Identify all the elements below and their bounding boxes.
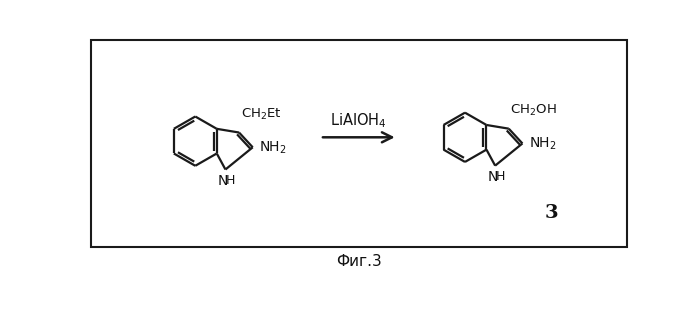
Text: CH$_2$Et: CH$_2$Et [241, 107, 281, 122]
Text: Фиг.3: Фиг.3 [336, 254, 382, 269]
Text: NH$_2$: NH$_2$ [259, 139, 286, 156]
Text: N: N [218, 174, 228, 188]
Text: LiAlOH$_4$: LiAlOH$_4$ [330, 111, 387, 130]
Text: CH$_2$OH: CH$_2$OH [510, 103, 557, 118]
Text: N: N [488, 170, 498, 184]
Bar [90, 40, 627, 247]
Text: H: H [496, 170, 505, 183]
Text: H: H [226, 174, 236, 187]
Text: NH$_2$: NH$_2$ [528, 135, 556, 152]
Text: 3: 3 [544, 204, 558, 222]
